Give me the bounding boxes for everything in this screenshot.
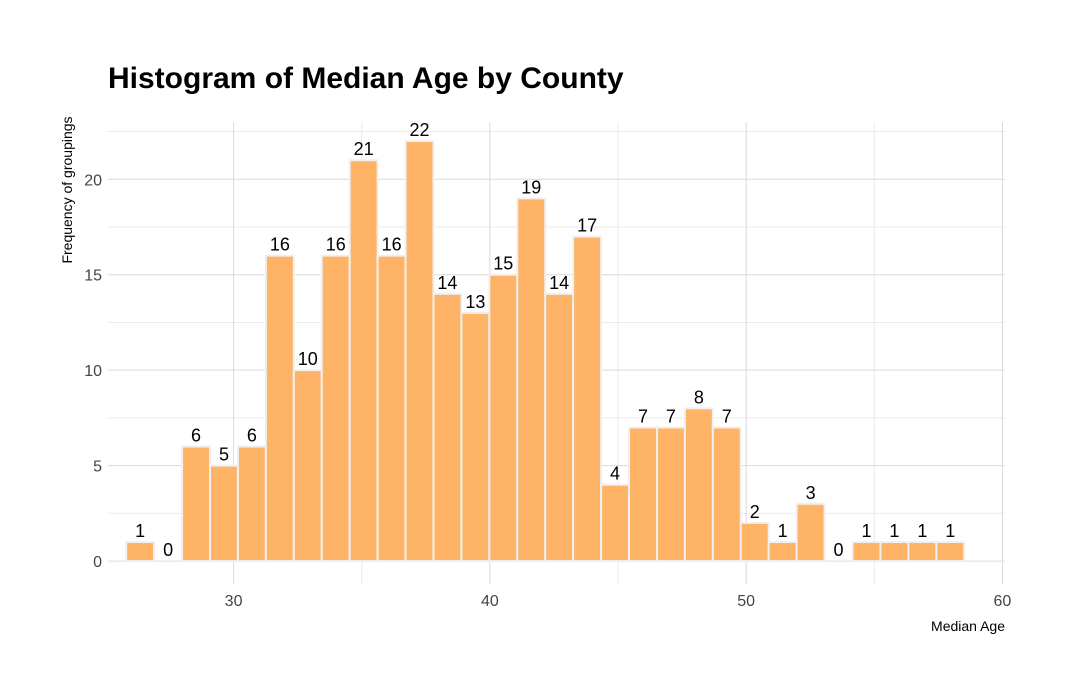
histogram-bar [264, 254, 295, 563]
histogram-bar [935, 541, 966, 563]
y-axis-ticks: 0 5 10 15 20 [84, 172, 102, 571]
bar-count-label: 16 [382, 235, 402, 255]
histogram-bar [879, 541, 910, 563]
bar-count-label: 15 [493, 254, 513, 274]
histogram-bar [572, 235, 603, 563]
bar-count-label: 1 [861, 521, 871, 541]
x-tick-label: 50 [737, 593, 755, 610]
bar-count-label: 1 [135, 521, 145, 541]
bar-count-label: 21 [354, 139, 374, 159]
chart-title: Histogram of Median Age by County [108, 62, 624, 95]
histogram-bar [739, 521, 770, 563]
bar-count-label: 1 [889, 521, 899, 541]
histogram-bar [795, 502, 826, 563]
histogram-bar [348, 159, 379, 563]
histogram-bar [683, 407, 714, 563]
bar-count-label: 16 [326, 235, 346, 255]
histogram-bar [907, 541, 938, 563]
bar-count-label: 7 [638, 406, 648, 426]
histogram-bar [209, 464, 239, 563]
y-tick-label: 0 [93, 554, 102, 571]
bar-count-label: 1 [917, 521, 927, 541]
bar-count-label: 2 [750, 502, 760, 522]
bar-count-label: 7 [666, 406, 676, 426]
histogram-bar [404, 140, 435, 563]
histogram-bar [292, 369, 323, 563]
bar-count-label: 13 [465, 292, 485, 312]
bar-count-label: 0 [834, 540, 844, 560]
histogram-bar [628, 426, 658, 563]
bar-count-label: 17 [577, 216, 597, 236]
histogram-bar [125, 541, 156, 563]
histogram-bar [711, 426, 742, 563]
x-tick-label: 60 [994, 593, 1012, 610]
histogram-bar [516, 197, 547, 563]
bar-count-label: 4 [610, 464, 620, 484]
histogram-bar [236, 445, 267, 563]
y-tick-label: 5 [93, 459, 102, 476]
x-axis-ticks: 30 40 50 60 [225, 593, 1012, 610]
histogram-bar [376, 254, 407, 563]
bar-count-label: 14 [437, 273, 457, 293]
histogram-bar [544, 292, 575, 563]
histogram-bar [767, 541, 798, 563]
histogram-bar [600, 483, 631, 563]
histogram-bars [125, 140, 966, 563]
bar-count-label: 3 [806, 483, 816, 503]
histogram-bar [181, 445, 212, 563]
bar-count-label: 6 [247, 426, 257, 446]
x-axis-label: Median Age [931, 618, 1005, 634]
histogram-bar [460, 311, 491, 563]
bar-count-label: 1 [945, 521, 955, 541]
bar-count-label: 22 [409, 120, 429, 140]
bar-count-label: 14 [549, 273, 569, 293]
histogram-bar [320, 254, 351, 563]
bar-count-label: 0 [163, 540, 173, 560]
bar-count-label: 19 [521, 177, 541, 197]
y-tick-label: 10 [84, 363, 102, 380]
y-tick-label: 20 [84, 172, 102, 189]
bar-count-label: 16 [270, 235, 290, 255]
x-tick-label: 30 [225, 593, 243, 610]
histogram-bar [655, 426, 686, 563]
bar-count-label: 6 [191, 426, 201, 446]
bar-count-label: 1 [778, 521, 788, 541]
y-tick-label: 15 [84, 268, 102, 285]
histogram-bar [488, 273, 519, 563]
bar-count-label: 8 [694, 387, 704, 407]
bar-count-label: 7 [722, 406, 732, 426]
histogram-bar [851, 541, 882, 563]
x-tick-label: 40 [481, 593, 499, 610]
y-axis-label: Frequency of groupings [59, 116, 75, 263]
bar-count-label: 5 [219, 445, 229, 465]
histogram-bar [432, 292, 463, 563]
bar-count-label: 10 [298, 349, 318, 369]
